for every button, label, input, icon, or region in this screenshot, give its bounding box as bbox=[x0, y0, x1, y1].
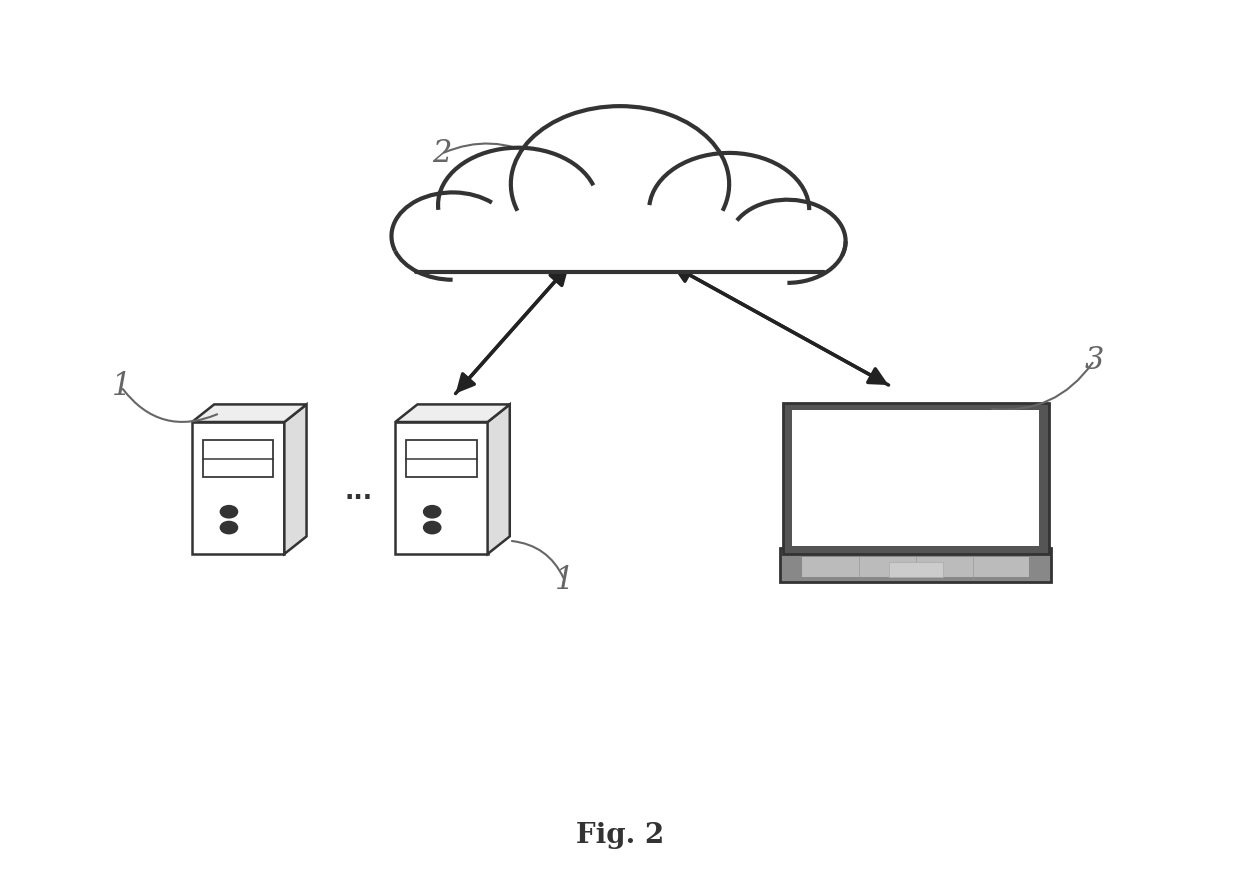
Polygon shape bbox=[487, 404, 510, 554]
FancyBboxPatch shape bbox=[802, 557, 1029, 576]
Text: Fig. 2: Fig. 2 bbox=[575, 822, 665, 849]
Circle shape bbox=[729, 200, 846, 283]
Polygon shape bbox=[284, 404, 306, 554]
FancyBboxPatch shape bbox=[192, 422, 284, 554]
FancyBboxPatch shape bbox=[792, 410, 1039, 546]
Circle shape bbox=[424, 521, 440, 534]
Circle shape bbox=[424, 505, 440, 518]
FancyBboxPatch shape bbox=[889, 561, 942, 576]
Circle shape bbox=[392, 193, 513, 280]
Circle shape bbox=[511, 107, 729, 262]
Polygon shape bbox=[192, 404, 306, 422]
FancyBboxPatch shape bbox=[782, 403, 1049, 553]
Circle shape bbox=[221, 505, 238, 518]
Polygon shape bbox=[396, 404, 510, 422]
FancyBboxPatch shape bbox=[417, 215, 823, 273]
FancyBboxPatch shape bbox=[203, 440, 273, 478]
Text: 1: 1 bbox=[554, 565, 574, 596]
Text: 1: 1 bbox=[112, 371, 131, 402]
FancyBboxPatch shape bbox=[396, 422, 487, 554]
Text: 3: 3 bbox=[1085, 345, 1104, 376]
Circle shape bbox=[649, 153, 810, 267]
FancyBboxPatch shape bbox=[407, 440, 476, 478]
Text: ...: ... bbox=[345, 480, 372, 504]
Text: 2: 2 bbox=[432, 139, 451, 170]
Circle shape bbox=[438, 147, 598, 262]
FancyBboxPatch shape bbox=[780, 548, 1052, 582]
Circle shape bbox=[221, 521, 238, 534]
